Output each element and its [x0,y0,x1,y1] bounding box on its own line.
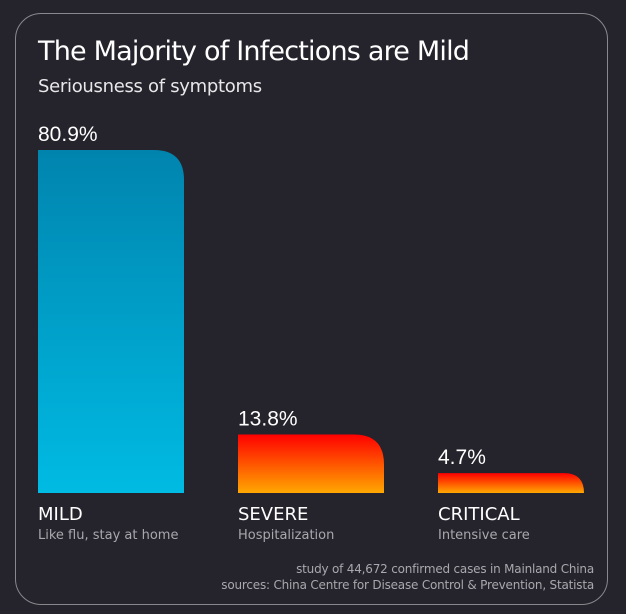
bar-severe [238,434,384,493]
category-description: Like flu, stay at home [38,528,178,543]
value-label: 4.7% [438,446,486,469]
category-label: SEVERE [238,504,308,525]
value-label: 13.8% [238,407,298,430]
category-label: MILD [38,504,83,525]
bar-mild [38,150,184,493]
footer-sources: sources: China Centre for Disease Contro… [221,578,594,592]
value-label: 80.9% [38,123,98,146]
footer-note: study of 44,672 confirmed cases in Mainl… [296,562,594,576]
bar-critical [438,473,584,493]
category-label: CRITICAL [438,504,520,525]
category-description: Hospitalization [238,528,334,543]
chart-subtitle: Seriousness of symptoms [38,76,262,97]
chart-card [15,13,608,605]
category-description: Intensive care [438,528,530,543]
chart-title: The Majority of Infections are Mild [38,36,470,67]
